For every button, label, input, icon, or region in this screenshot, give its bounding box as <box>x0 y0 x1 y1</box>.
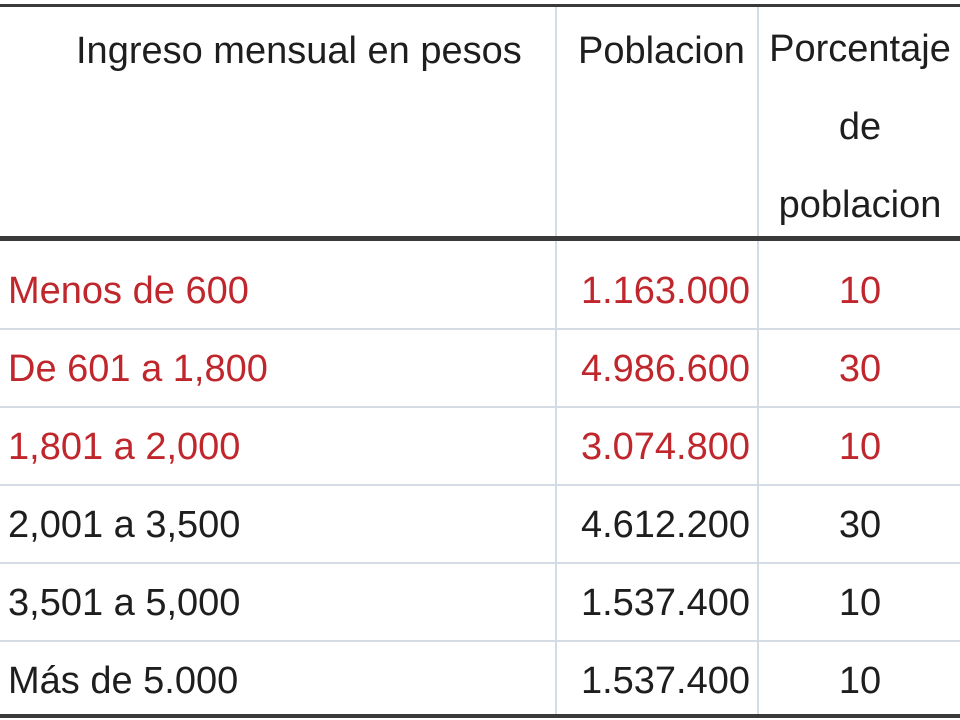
row-divider <box>0 406 960 408</box>
cell-poblacion: 1.163.000 <box>580 270 750 312</box>
header-poblacion: Poblacion <box>578 30 745 72</box>
cell-poblacion: 1.537.400 <box>580 582 750 624</box>
cell-porcentaje: 10 <box>838 660 882 702</box>
header-porcentaje-line-3: poblacion <box>778 184 942 226</box>
column-divider-2 <box>757 7 759 714</box>
table-row: De 601 a 1,800 4.986.600 30 <box>0 330 960 408</box>
header-porcentaje: Porcentaje de poblacion <box>760 10 960 244</box>
cell-porcentaje: 10 <box>838 270 882 312</box>
header-porcentaje-line-1: Porcentaje <box>769 28 951 70</box>
header-ingreso: Ingreso mensual en pesos <box>76 30 522 72</box>
cell-poblacion: 1.537.400 <box>580 660 750 702</box>
cell-ingreso: Menos de 600 <box>8 270 249 312</box>
row-divider <box>0 640 960 642</box>
table-row: Más de 5.000 1.537.400 10 <box>0 642 960 720</box>
cell-porcentaje: 30 <box>838 504 882 546</box>
row-divider <box>0 562 960 564</box>
cell-ingreso: De 601 a 1,800 <box>8 348 268 390</box>
cell-porcentaje: 30 <box>838 348 882 390</box>
row-divider <box>0 484 960 486</box>
cell-poblacion: 3.074.800 <box>580 426 750 468</box>
cell-porcentaje: 10 <box>838 582 882 624</box>
table-row: 1,801 a 2,000 3.074.800 10 <box>0 408 960 486</box>
column-divider-1 <box>555 7 557 714</box>
cell-ingreso: 2,001 a 3,500 <box>8 504 241 546</box>
header-porcentaje-line-2: de <box>838 106 882 148</box>
header-rule <box>0 236 960 241</box>
cell-ingreso: Más de 5.000 <box>8 660 239 702</box>
table-top-rule <box>0 4 960 7</box>
table-row: Menos de 600 1.163.000 10 <box>0 252 960 330</box>
table-row: 3,501 a 5,000 1.537.400 10 <box>0 564 960 642</box>
cell-poblacion: 4.612.200 <box>580 504 750 546</box>
row-divider <box>0 328 960 330</box>
table-row: 2,001 a 3,500 4.612.200 30 <box>0 486 960 564</box>
cell-ingreso: 3,501 a 5,000 <box>8 582 241 624</box>
cell-poblacion: 4.986.600 <box>580 348 750 390</box>
cell-ingreso: 1,801 a 2,000 <box>8 426 241 468</box>
cell-porcentaje: 10 <box>838 426 882 468</box>
table-bottom-rule <box>0 714 960 718</box>
